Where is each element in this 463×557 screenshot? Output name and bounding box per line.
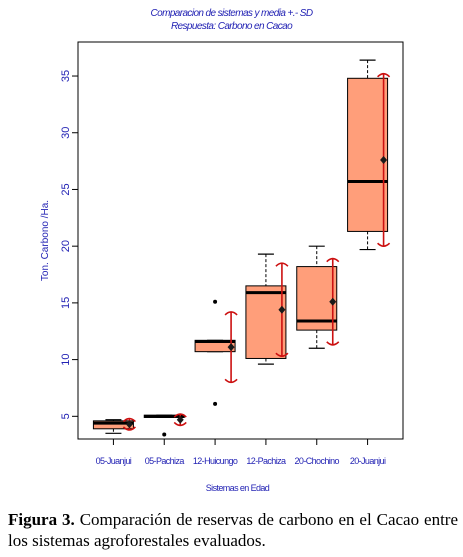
y-tick-label: 10 <box>60 353 72 365</box>
sd-cap-upper <box>326 257 340 263</box>
y-tick-label: 25 <box>60 183 72 195</box>
y-tick-label: 15 <box>60 297 72 309</box>
mean-marker <box>278 305 286 314</box>
x-tick-label: 12-Pachiza <box>246 456 286 466</box>
box-12-Pachiza <box>245 253 287 365</box>
plot-frame <box>77 41 404 440</box>
caption-label: Figura 3. <box>8 510 75 529</box>
sd-cap-lower <box>326 341 340 346</box>
mean-marker <box>125 420 133 429</box>
y-tick-label: 30 <box>60 127 72 139</box>
iqr-box <box>92 420 134 430</box>
y-tick-label: 20 <box>60 240 72 252</box>
box-20-Juanjui <box>347 59 389 251</box>
x-tick-label: 12-Huicungo <box>193 456 238 466</box>
mean-marker <box>227 343 235 352</box>
mean-sd-12-Pachiza <box>275 262 289 357</box>
mean-sd-05-Juanjui <box>122 417 136 431</box>
x-tick-label: 20-Chochino <box>295 456 340 466</box>
outlier-point <box>213 299 218 304</box>
x-tick-label: 05-Juanjui <box>96 456 132 466</box>
x-axis-label: Sistemas en Edad <box>206 483 270 493</box>
mean-sd-12-Huicungo <box>224 311 238 384</box>
outlier-point <box>213 401 218 406</box>
sd-cap-lower <box>377 242 391 247</box>
sd-cap-upper <box>122 417 136 423</box>
y-tick-label: 35 <box>60 70 72 82</box>
mean-marker <box>176 415 184 424</box>
sd-cap-lower <box>275 352 289 357</box>
sd-cap-upper <box>173 413 187 418</box>
x-tick-label: 20-Juanjui <box>350 456 386 466</box>
box-05-Pachiza <box>143 414 185 437</box>
mean-sd-20-Juanjui <box>377 72 391 247</box>
box-12-Huicungo <box>194 299 236 406</box>
mean-marker <box>380 155 388 164</box>
y-axis-label: Ton. Carbono /Ha. <box>40 200 51 281</box>
y-tick-label: 5 <box>60 413 72 419</box>
sd-cap-upper <box>377 72 391 78</box>
box-20-Chochino <box>296 245 338 349</box>
mean-marker <box>329 297 337 306</box>
sd-cap-lower <box>224 378 238 384</box>
boxplot-chart: 5 10 15 20 25 30 35 Ton. Carbono /Ha. 05-Juanjui… <box>40 41 404 493</box>
outlier-point <box>162 432 167 437</box>
chart-title: Comparacion de sistemas y media +.- SD <box>150 8 314 19</box>
chart-subtitle: Respuesta: Carbono en Cacao <box>170 21 293 32</box>
sd-cap-upper <box>275 262 289 267</box>
figure-caption: Figura 3. Comparación de reservas de car… <box>8 509 458 551</box>
sd-cap-lower <box>122 426 136 431</box>
mean-sd-20-Chochino <box>326 257 340 346</box>
caption-text: Comparación de reservas de carbono en el… <box>8 510 459 550</box>
iqr-box <box>347 77 389 232</box>
mean-sd-05-Pachiza <box>173 413 187 427</box>
iqr-box <box>296 266 338 331</box>
x-tick-label: 05-Pachiza <box>145 456 185 466</box>
sd-cap-lower <box>173 421 187 427</box>
box-05-Juanjui <box>92 419 134 434</box>
sd-cap-upper <box>224 311 238 316</box>
iqr-box <box>245 285 287 359</box>
